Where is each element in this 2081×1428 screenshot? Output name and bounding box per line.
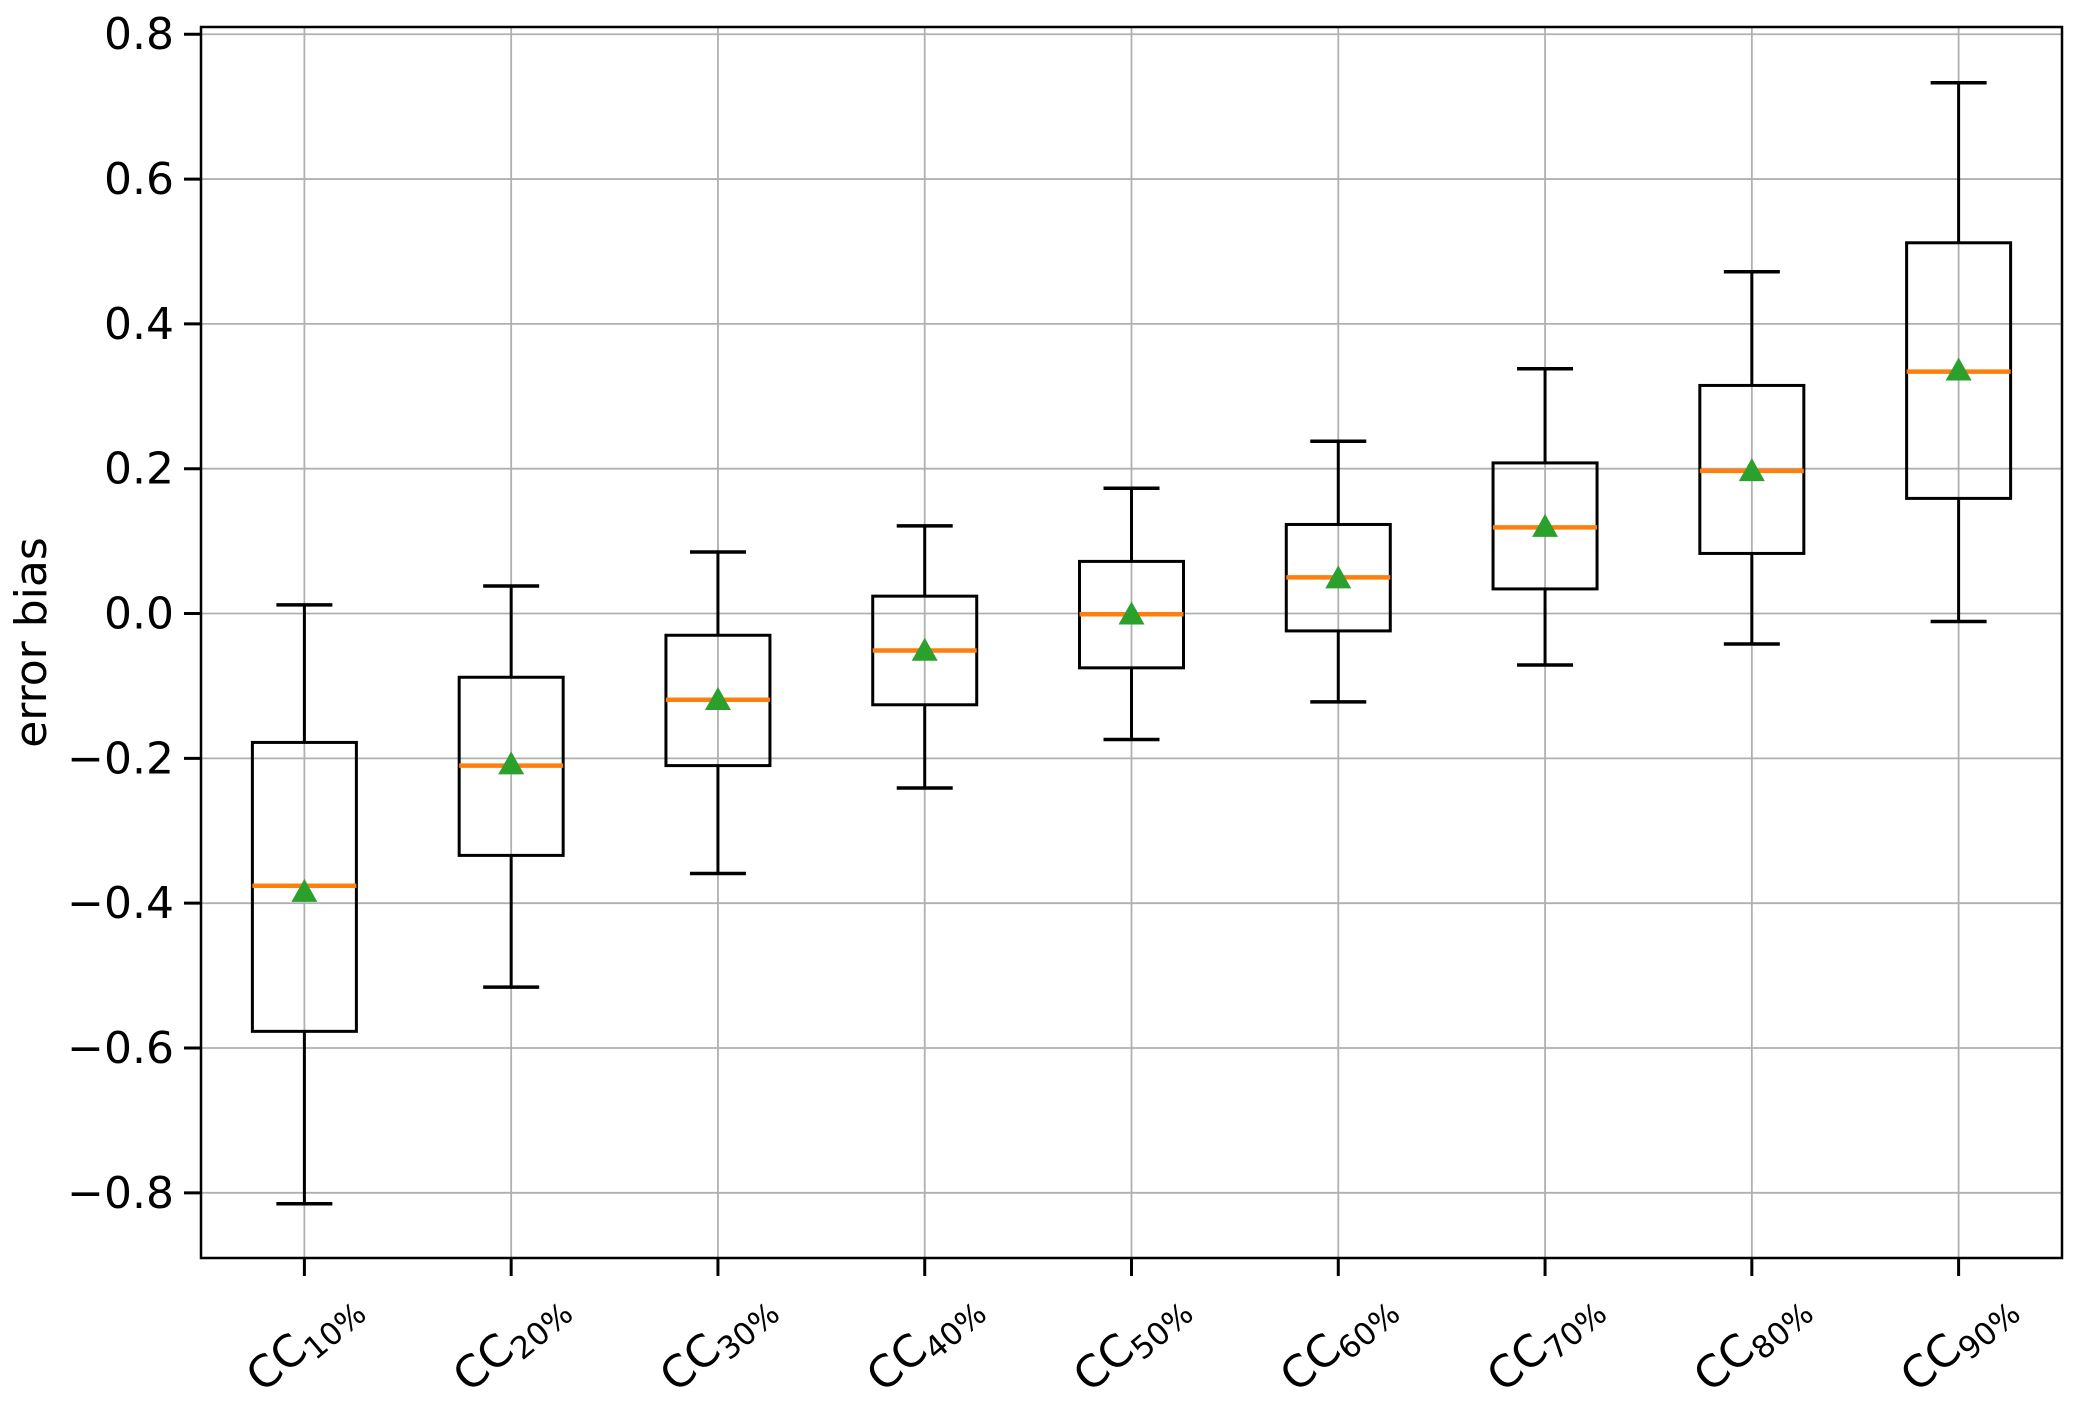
y-axis-tick-label: −0.2 (67, 733, 174, 784)
mean-triangle-marker (291, 878, 318, 902)
mean-triangle-marker (498, 751, 525, 775)
mean-triangle-marker (704, 686, 731, 710)
y-axis-tick-label: −0.4 (67, 878, 174, 929)
plot-frame (199, 25, 2064, 1260)
y-axis-tick-label: −0.8 (67, 1168, 174, 1219)
mean-triangle-marker (1738, 458, 1765, 482)
y-axis-tick-label: 0.2 (104, 444, 174, 495)
y-axis-tick-label: −0.6 (67, 1023, 174, 1074)
y-axis-tick-label: 0.6 (104, 154, 174, 205)
mean-triangle-marker (911, 637, 938, 661)
mean-triangle-marker (1118, 601, 1145, 625)
y-axis-title: error bias (6, 537, 57, 748)
mean-triangle-marker (1532, 513, 1559, 537)
y-axis-tick-label: 0.4 (104, 299, 174, 350)
y-axis-tick-label: 0.8 (104, 9, 174, 60)
mean-triangle-marker (1945, 357, 1972, 381)
y-axis-tick-label: 0.0 (104, 589, 174, 640)
mean-triangle-marker (1325, 565, 1352, 589)
